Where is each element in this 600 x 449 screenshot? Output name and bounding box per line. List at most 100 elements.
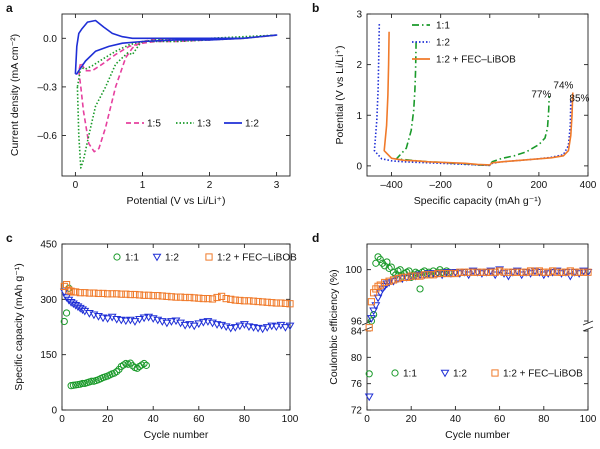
- y-tick-label: 1: [356, 111, 362, 122]
- data-point-1-2-fec-libob: [535, 267, 543, 275]
- data-point-1-2-fec-libob: [504, 268, 513, 276]
- y-tick-label: 2: [356, 60, 362, 71]
- data-point-1-2-fec-libob: [420, 271, 429, 279]
- data-point-1-2-fec-libob: [122, 290, 130, 298]
- axis-break-mark: [582, 326, 594, 332]
- legend-marker: [205, 253, 213, 261]
- x-tick-label: –200: [430, 180, 453, 191]
- data-point-1-2-fec-libob: [442, 269, 451, 278]
- data-point-1-1: [62, 309, 71, 317]
- data-point-1-2-fec-libob: [487, 268, 495, 276]
- data-point-1-2-fec-libob: [208, 295, 217, 303]
- axis-break-gap: [363, 323, 371, 329]
- data-point-1-2-fec-libob: [571, 268, 579, 276]
- data-point-1-2-fec-libob: [113, 290, 121, 298]
- axis-break-mark: [361, 320, 373, 326]
- data-point-1-2-fec-libob: [566, 267, 574, 275]
- data-point-1-2: [194, 320, 204, 329]
- x-axis-label: Cycle number: [445, 429, 510, 441]
- series-line-1-2-fec-libob: [383, 31, 574, 166]
- data-point-1-2-fec-libob: [236, 296, 244, 305]
- data-point-1-2-fec-libob: [526, 267, 535, 275]
- legend-marker: [491, 369, 499, 377]
- data-point-1-2: [121, 317, 131, 326]
- data-point-1-2-fec-libob: [249, 297, 258, 305]
- data-point-1-2-fec-libob: [394, 275, 402, 283]
- x-tick-label: –400: [380, 180, 403, 191]
- data-point-1-2: [375, 289, 385, 298]
- data-point-1-2-fec-libob: [277, 299, 285, 307]
- data-point-1-2-fec-libob: [496, 267, 504, 275]
- x-tick-label: 40: [148, 414, 160, 425]
- data-point-1-2-fec-libob: [579, 268, 588, 276]
- x-tick-label: 200: [531, 180, 548, 191]
- plot-frame: [61, 243, 291, 411]
- legend-label: 1:1: [403, 369, 417, 380]
- x-tick-label: 0: [59, 414, 65, 425]
- x-axis-label: Cycle number: [144, 429, 209, 441]
- annotation-label: 85%: [569, 94, 589, 105]
- legend-label: 1:2 + FEC–LiBOB: [436, 55, 516, 66]
- data-point-1-2-fec-libob: [473, 268, 482, 276]
- legend-marker: [152, 253, 162, 262]
- data-point-1-2-fec-libob: [522, 268, 530, 276]
- data-point-1-2-fec-libob: [231, 296, 239, 304]
- legend-label: 1:5: [147, 119, 161, 130]
- data-point-1-2-fec-libob: [272, 299, 280, 307]
- data-point-1-2-fec-libob: [222, 294, 230, 303]
- data-point-1-2-fec-libob: [213, 293, 221, 302]
- data-point-1-2-fec-libob: [575, 268, 583, 276]
- data-point-1-2-fec-libob: [259, 298, 267, 306]
- data-point-1-2-fec-libob: [204, 294, 212, 303]
- data-point-1-2: [262, 324, 272, 332]
- panel-label: c: [6, 231, 13, 245]
- y-tick-label: 450: [40, 240, 57, 251]
- data-point-1-2-fec-libob: [245, 297, 253, 305]
- panel-b: –400 –200 0 200 400 0 1 2 3 Specific capacity (mA…: [312, 1, 597, 207]
- legend-label: 1:2 + FEC–LiBOB: [503, 369, 583, 380]
- data-point-1-2: [180, 321, 190, 330]
- x-tick-label: 0: [487, 180, 493, 191]
- data-point-1-1: [416, 285, 424, 293]
- data-point-1-2: [130, 318, 140, 326]
- data-point-1-2-fec-libob: [460, 268, 468, 276]
- legend-marker: [113, 253, 121, 261]
- data-point-1-2-fec-libob: [254, 297, 262, 306]
- data-point-1-2-fec-libob: [195, 294, 203, 302]
- panel-a: 0 1 2 3 0.0 –0.3 –0.6 Potential (V vs Li/Li⁺) Cu…: [6, 1, 291, 207]
- data-point-1-2: [235, 322, 245, 331]
- legend-label: 1:2: [165, 253, 179, 264]
- data-point-1-2-fec-libob: [482, 268, 490, 276]
- y-tick-label: 0: [51, 406, 57, 417]
- legend-label: 1:2 + FEC–LiBOB: [217, 253, 297, 264]
- data-point-1-2-fec-libob: [425, 271, 433, 279]
- data-point-1-2-fec-libob: [117, 290, 125, 298]
- data-point-1-2: [366, 315, 376, 323]
- data-point-1-2-fec-libob: [376, 281, 384, 289]
- data-point-1-2: [230, 324, 240, 332]
- y-axis-label: Current density (mA cm⁻²): [9, 34, 21, 156]
- y-tick-label: 84: [351, 327, 363, 338]
- data-point-1-2-fec-libob: [140, 291, 148, 299]
- data-point-1-2: [373, 294, 383, 303]
- x-tick-label: 40: [450, 414, 462, 425]
- annotation-label: 77%: [531, 90, 551, 101]
- data-point-1-2: [281, 324, 290, 332]
- data-point-1-2-fec-libob: [456, 268, 464, 276]
- data-point-1-2-fec-libob: [268, 299, 276, 307]
- data-point-1-2-fec-libob: [263, 298, 271, 306]
- data-point-1-2: [226, 324, 236, 333]
- data-point-1-2-fec-libob: [562, 268, 570, 276]
- y-tick-label: 80: [351, 353, 363, 364]
- data-point-1-2-fec-libob: [85, 289, 93, 297]
- legend-label: 1:2: [245, 119, 259, 130]
- plot-frame: [366, 13, 589, 177]
- data-point-1-1: [367, 317, 376, 325]
- data-point-1-2-fec-libob: [67, 287, 75, 295]
- data-point-1-2-fec-libob: [465, 268, 473, 276]
- data-point-1-2: [271, 323, 281, 332]
- data-point-1-2-fec-libob: [186, 293, 194, 302]
- annotation-label: 74%: [553, 80, 573, 91]
- data-point-1-2: [198, 318, 208, 327]
- data-point-1-2-fec-libob: [412, 272, 420, 280]
